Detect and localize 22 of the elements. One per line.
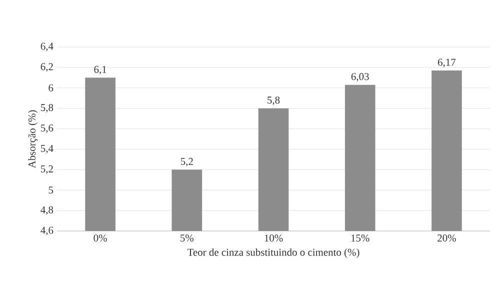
y-tick-label: 6,4 <box>40 42 54 52</box>
data-label: 5,8 <box>268 96 280 106</box>
data-label: 6,03 <box>351 73 369 82</box>
data-label: 6,1 <box>94 66 106 74</box>
x-axis-title: Teor de cinza substituindo o cimento (%) <box>187 248 360 258</box>
y-tick-label: 5,6 <box>41 124 54 134</box>
x-tick-label: 10% <box>264 234 283 242</box>
x-tick-label: 15% <box>351 234 370 242</box>
data-label: 5,2 <box>180 158 193 166</box>
x-tick-label: 0% <box>94 234 107 242</box>
y-tick-label: 4,8 <box>40 206 54 215</box>
y-tick-label: 5 <box>48 186 54 194</box>
y-tick-label: 6 <box>48 84 54 92</box>
x-tick-label: 20% <box>438 234 456 242</box>
x-tick-label: 5% <box>180 234 194 242</box>
data-label: 6,17 <box>438 58 456 68</box>
y-tick-label: 5,4 <box>41 144 54 154</box>
y-tick-label: 4,6 <box>40 226 54 236</box>
y-tick-label: 5,2 <box>41 165 53 174</box>
y-tick-label: 6,2 <box>40 63 53 72</box>
y-axis-title: Absorção (%) <box>28 110 38 168</box>
y-tick-label: 5,8 <box>41 104 54 113</box>
